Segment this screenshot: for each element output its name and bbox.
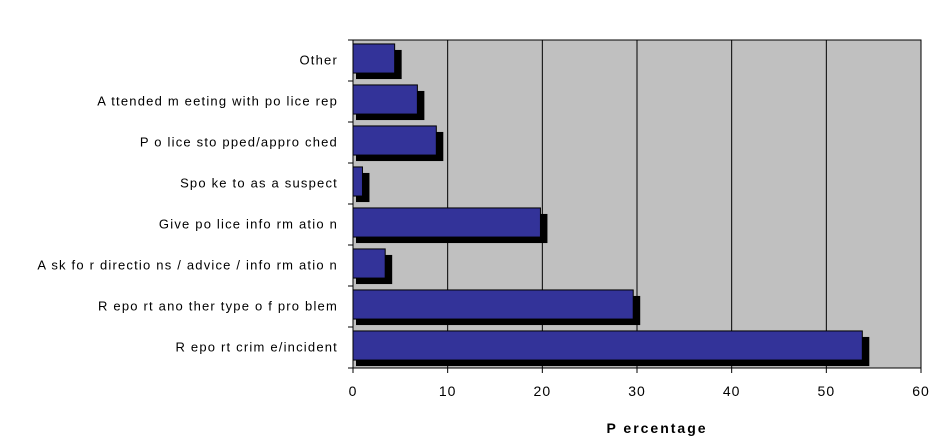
bar [352, 125, 437, 156]
bar [352, 84, 418, 115]
category-label: Give po lice info rm atio n [159, 217, 338, 232]
category-label: A ttended m eeting with po lice rep [97, 94, 338, 109]
bar [352, 166, 363, 197]
x-tick-label: 0 [349, 383, 358, 399]
category-label: A sk fo r directio ns / advice / info rm… [37, 258, 338, 273]
x-tick-label: 20 [534, 383, 552, 399]
category-label: Other [299, 53, 338, 68]
bar [352, 43, 396, 74]
x-tick-label: 40 [723, 383, 741, 399]
x-tick-label: 50 [818, 383, 836, 399]
labels: Other A ttended m eeting with po lice rep… [37, 53, 930, 400]
x-tick-label: 10 [439, 383, 457, 399]
x-tick-label: 30 [628, 383, 646, 399]
x-tick-label: 60 [912, 383, 930, 399]
bar [352, 330, 863, 361]
bar [352, 207, 541, 238]
category-label: Spo ke to as a suspect [180, 176, 338, 191]
bar [352, 248, 386, 279]
category-label: P o lice sto pped/appro ched [140, 135, 338, 150]
category-label: R epo rt ano ther type o f pro blem [98, 299, 338, 314]
category-label: R epo rt crim e/incident [176, 340, 338, 355]
bar [352, 289, 634, 320]
axes [348, 39, 922, 373]
x-axis-title: P ercentage [606, 420, 707, 436]
